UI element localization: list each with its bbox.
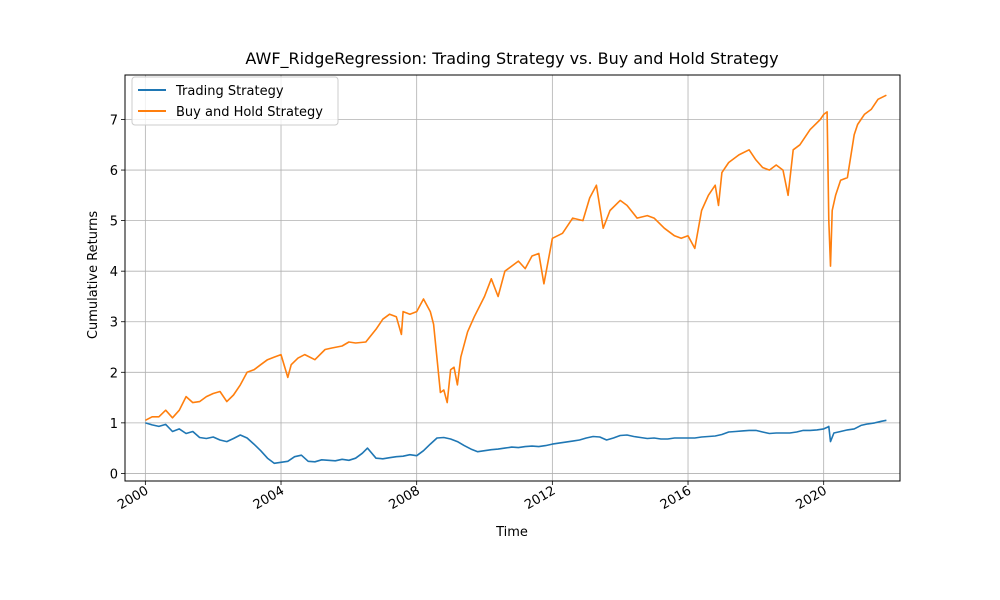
plot-frame (124, 74, 901, 482)
y-tick-label: 1 (110, 417, 118, 432)
y-tick-label: 3 (110, 316, 118, 331)
y-tick-label: 4 (110, 265, 118, 280)
y-tick-label: 5 (110, 215, 118, 230)
y-axis-label: Cumulative Returns (86, 211, 101, 339)
y-tick-label: 7 (110, 113, 118, 128)
y-tick-label: 6 (110, 164, 118, 179)
legend-label-trading-strategy: Trading Strategy (175, 84, 284, 99)
series-layer (145, 94, 887, 465)
legend-label-buy-and-hold-strategy: Buy and Hold Strategy (176, 105, 323, 120)
legend-box (131, 76, 339, 126)
x-axis-label: Time (495, 525, 528, 540)
y-tick-label: 2 (110, 366, 118, 381)
series-line-trading-strategy (145, 419, 887, 465)
legend: Trading Strategy Buy and Hold Strategy (131, 76, 339, 126)
series-line-buy-and-hold-strategy (145, 94, 887, 422)
y-tick-label: 0 (110, 467, 118, 482)
chart-title: AWF_RidgeRegression: Trading Strategy vs… (245, 49, 778, 69)
grid (125, 75, 900, 481)
